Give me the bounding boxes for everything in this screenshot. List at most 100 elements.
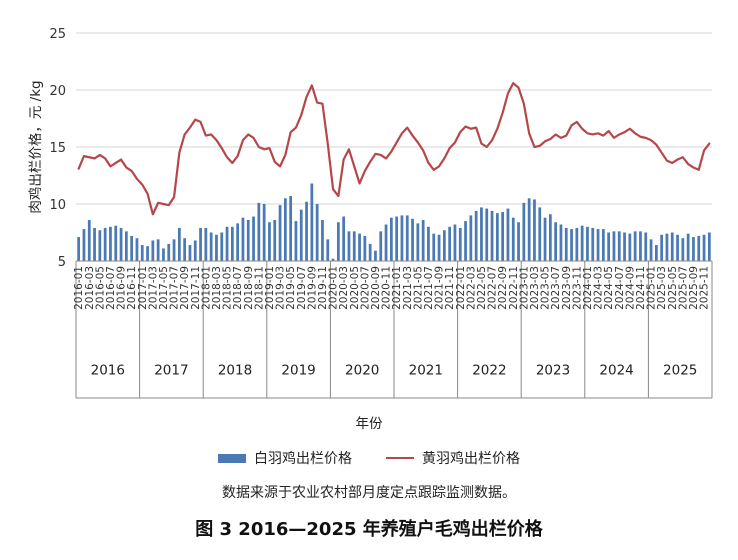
bar: [262, 204, 266, 261]
bar: [411, 218, 414, 261]
bar: [352, 231, 356, 261]
legend-item-yellow-feather: 黄羽鸡出栏价格: [386, 448, 520, 468]
x-tick-label: 2019-01: [264, 266, 276, 310]
bar: [692, 237, 695, 261]
bar: [109, 226, 112, 261]
bar: [501, 211, 505, 261]
x-tick-label: 2020-05: [349, 266, 361, 310]
x-tick-label: 2025-01: [646, 266, 658, 310]
bar: [310, 183, 314, 261]
bar: [676, 234, 679, 261]
bar: [490, 210, 494, 261]
bar: [458, 227, 462, 261]
x-tick-label: 2024-01: [582, 266, 594, 310]
x-tick-label: 2017-11: [190, 266, 202, 310]
bar: [225, 226, 229, 261]
x-tick-label: 2019-07: [296, 266, 308, 310]
bar: [146, 246, 149, 261]
bar: [257, 202, 261, 261]
x-tick-label: 2025-07: [677, 266, 689, 310]
x-tick-label: 2023-01: [518, 266, 530, 310]
bar: [432, 233, 436, 261]
x-tick-label: 2023-05: [540, 266, 552, 310]
x-tick-label: 2017-07: [169, 266, 181, 310]
bar: [586, 226, 589, 261]
bar: [98, 230, 102, 261]
x-tick-label: 2022-01: [455, 266, 467, 310]
bar: [511, 217, 515, 261]
bar: [363, 235, 367, 261]
x-tick-label: 2023-09: [561, 266, 573, 310]
x-tick-label: 2018-03: [211, 266, 223, 310]
bar: [82, 229, 86, 261]
year-label: 2022: [472, 363, 506, 379]
bar: [283, 198, 287, 261]
bar: [633, 231, 637, 261]
x-tick-label: 2020-01: [328, 266, 340, 310]
bar: [670, 232, 674, 261]
x-tick-label: 2018-09: [243, 266, 255, 310]
legend-item-white-feather: 白羽鸡出栏价格: [218, 448, 352, 468]
year-label: 2025: [663, 363, 697, 379]
bar: [114, 225, 118, 261]
bar: [548, 214, 552, 261]
x-tick-label: 2016-07: [105, 266, 117, 310]
bar: [326, 239, 330, 261]
bar: [130, 235, 134, 261]
x-tick-label: 2022-11: [508, 266, 520, 310]
bar: [124, 231, 128, 261]
x-tick-label: 2024-09: [624, 266, 636, 310]
bar: [177, 227, 181, 261]
bar: [368, 243, 372, 261]
x-tick-label: 2025-03: [656, 266, 668, 310]
year-label: 2017: [154, 363, 188, 379]
series-line: [77, 82, 711, 216]
bar: [347, 231, 351, 261]
bar: [305, 201, 308, 261]
x-tick-label: 2020-07: [359, 266, 371, 310]
bar: [252, 216, 255, 261]
bar: [517, 222, 520, 261]
x-tick-label: 2020-09: [370, 266, 382, 310]
bar: [315, 204, 319, 261]
x-tick-label: 2021-05: [412, 266, 424, 310]
bar: [686, 233, 690, 261]
bar: [215, 234, 218, 261]
bar: [527, 198, 531, 261]
bar: [331, 258, 335, 261]
x-tick-label: 2022-07: [487, 266, 499, 310]
y-tick-label: 10: [49, 198, 66, 213]
x-tick-label: 2016-09: [116, 266, 128, 310]
x-tick-label: 2016-03: [84, 266, 96, 310]
bar: [289, 196, 293, 261]
bar: [707, 232, 711, 261]
x-tick-label: 2018-01: [200, 266, 212, 310]
bar: [236, 223, 240, 261]
bar: [628, 233, 632, 261]
bar: [87, 219, 91, 261]
y-tick-label: 20: [49, 84, 66, 99]
x-tick-label: 2018-11: [253, 266, 265, 310]
x-tick-label: 2023-03: [529, 266, 541, 310]
x-tick-label: 2025-11: [699, 266, 711, 310]
bar: [241, 217, 245, 261]
bar: [342, 216, 346, 261]
x-axis-label: 年份: [356, 416, 383, 432]
bar: [437, 234, 441, 261]
bar: [453, 224, 457, 261]
bar: [405, 215, 409, 261]
bar: [421, 219, 425, 261]
legend: 白羽鸡出栏价格 黄羽鸡出栏价格: [0, 446, 738, 470]
bar: [702, 234, 706, 261]
bar: [570, 229, 573, 261]
bar: [77, 237, 81, 261]
source-note: 数据来源于农业农村部月度定点跟踪监测数据。: [222, 485, 516, 501]
bar: [140, 245, 144, 261]
bar: [204, 227, 208, 261]
x-tick-label: 2019-09: [306, 266, 318, 310]
x-tick-label: 2023-11: [571, 266, 583, 310]
bar: [644, 232, 648, 261]
x-tick-label: 2025-09: [688, 266, 700, 310]
